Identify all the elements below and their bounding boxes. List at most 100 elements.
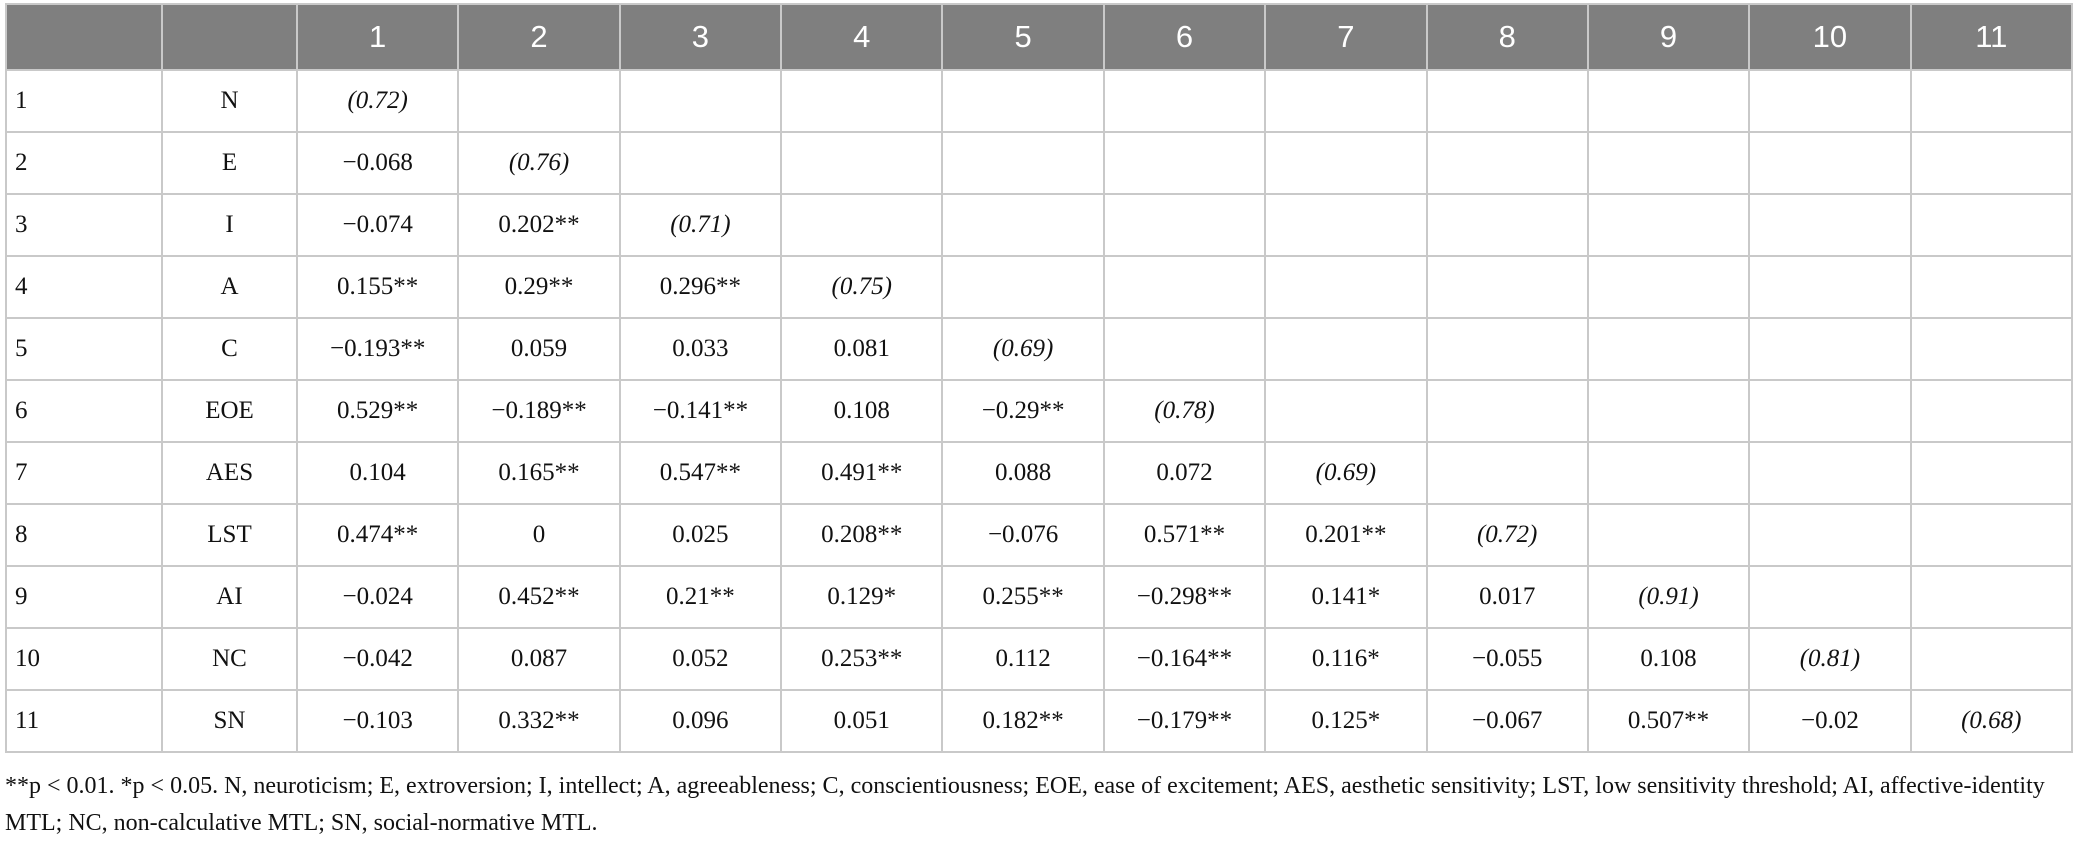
table-row: 3 I −0.074 0.202** (0.71) xyxy=(5,193,2074,257)
correlation-cell: 0.052 xyxy=(618,627,783,691)
empty-cell xyxy=(1102,255,1267,319)
correlation-cell: 0.087 xyxy=(457,627,621,691)
empty-cell xyxy=(1586,317,1751,381)
row-label: C xyxy=(161,317,298,381)
column-header: 6 xyxy=(1102,3,1267,71)
empty-cell xyxy=(1425,317,1589,381)
correlation-cell: 0.491** xyxy=(780,441,944,505)
empty-cell xyxy=(1264,193,1428,257)
correlation-cell: 0.108 xyxy=(1586,627,1751,691)
row-label: N xyxy=(161,69,298,133)
row-label: NC xyxy=(161,627,298,691)
correlation-cell: 0.474** xyxy=(295,503,460,567)
empty-cell xyxy=(1586,69,1751,133)
empty-cell xyxy=(1909,565,2074,629)
table-row: 5 C −0.193** 0.059 0.033 0.081 (0.69) xyxy=(5,317,2074,381)
correlation-cell: 0.051 xyxy=(780,689,944,753)
correlation-cell: −0.193** xyxy=(295,317,460,381)
correlation-cell: 0.547** xyxy=(618,441,783,505)
table-row: 8 LST 0.474** 0 0.025 0.208** −0.076 0.571** 0.2… xyxy=(5,503,2074,567)
correlation-cell: 0.255** xyxy=(941,565,1105,629)
table-body: 1 N (0.72) 2 E −0.068 (0.76) 3 I −0.074 0.202** (0.… xyxy=(5,69,2074,753)
empty-cell xyxy=(1102,193,1267,257)
empty-cell xyxy=(941,131,1105,195)
correlation-cell: 0.017 xyxy=(1425,565,1589,629)
empty-cell xyxy=(941,255,1105,319)
correlation-cell: 0.529** xyxy=(295,379,460,443)
empty-cell xyxy=(1586,503,1751,567)
correlation-cell: −0.103 xyxy=(295,689,460,753)
table-row: 6 EOE 0.529** −0.189** −0.141** 0.108 −0.29**(… xyxy=(5,379,2074,443)
column-header: 7 xyxy=(1264,3,1428,71)
empty-cell xyxy=(941,69,1105,133)
correlation-cell: −0.074 xyxy=(295,193,460,257)
row-label: I xyxy=(161,193,298,257)
empty-cell xyxy=(780,131,944,195)
table-row: 2 E −0.068 (0.76) xyxy=(5,131,2074,195)
empty-cell xyxy=(1425,69,1589,133)
header-row: 1 2 3 4 5 6 7 8 9 10 11 xyxy=(5,3,2074,71)
empty-cell xyxy=(780,69,944,133)
empty-cell xyxy=(1586,193,1751,257)
reliability-cell: (0.69) xyxy=(1264,441,1428,505)
correlation-cell: 0.208** xyxy=(780,503,944,567)
empty-cell xyxy=(1748,565,1912,629)
header-cell xyxy=(5,3,163,71)
empty-cell xyxy=(1909,503,2074,567)
column-header: 10 xyxy=(1748,3,1912,71)
correlation-cell: −0.164** xyxy=(1102,627,1267,691)
table-row: 1 N (0.72) xyxy=(5,69,2074,133)
empty-cell xyxy=(1586,255,1751,319)
correlation-cell: 0.033 xyxy=(618,317,783,381)
row-label: LST xyxy=(161,503,298,567)
empty-cell xyxy=(1748,255,1912,319)
correlation-cell: 0.253** xyxy=(780,627,944,691)
correlation-cell: 0.155** xyxy=(295,255,460,319)
table-row: 4 A 0.155** 0.29** 0.296** (0.75) xyxy=(5,255,2074,319)
empty-cell xyxy=(780,193,944,257)
empty-cell xyxy=(1102,317,1267,381)
empty-cell xyxy=(1748,193,1912,257)
empty-cell xyxy=(1425,441,1589,505)
empty-cell xyxy=(1748,131,1912,195)
correlation-cell: 0 xyxy=(457,503,621,567)
row-index: 5 xyxy=(5,317,163,381)
correlation-cell: −0.141** xyxy=(618,379,783,443)
row-index: 4 xyxy=(5,255,163,319)
empty-cell xyxy=(1264,69,1428,133)
empty-cell xyxy=(1748,379,1912,443)
empty-cell xyxy=(1425,131,1589,195)
correlation-cell: 0.571** xyxy=(1102,503,1267,567)
reliability-cell: (0.78) xyxy=(1102,379,1267,443)
empty-cell xyxy=(1425,255,1589,319)
correlation-cell: −0.055 xyxy=(1425,627,1589,691)
empty-cell xyxy=(1586,131,1751,195)
empty-cell xyxy=(1909,627,2074,691)
correlation-cell: 0.202** xyxy=(457,193,621,257)
empty-cell xyxy=(618,69,783,133)
column-header: 4 xyxy=(780,3,944,71)
correlation-cell: 0.125* xyxy=(1264,689,1428,753)
empty-cell xyxy=(1748,69,1912,133)
column-header: 11 xyxy=(1909,3,2074,71)
column-header: 2 xyxy=(457,3,621,71)
row-label: A xyxy=(161,255,298,319)
row-label: SN xyxy=(161,689,298,753)
correlation-cell: −0.29** xyxy=(941,379,1105,443)
empty-cell xyxy=(1909,193,2074,257)
empty-cell xyxy=(1909,317,2074,381)
row-index: 3 xyxy=(5,193,163,257)
row-index: 2 xyxy=(5,131,163,195)
reliability-cell: (0.76) xyxy=(457,131,621,195)
empty-cell xyxy=(457,69,621,133)
correlation-cell: −0.076 xyxy=(941,503,1105,567)
empty-cell xyxy=(1909,379,2074,443)
correlation-cell: 0.452** xyxy=(457,565,621,629)
correlation-cell: 0.21** xyxy=(618,565,783,629)
correlation-cell: −0.024 xyxy=(295,565,460,629)
correlation-cell: −0.179** xyxy=(1102,689,1267,753)
table-row: 7 AES 0.104 0.165** 0.547** 0.491** 0.088 0.072… xyxy=(5,441,2074,505)
correlation-cell: 0.116* xyxy=(1264,627,1428,691)
correlation-cell: −0.298** xyxy=(1102,565,1267,629)
